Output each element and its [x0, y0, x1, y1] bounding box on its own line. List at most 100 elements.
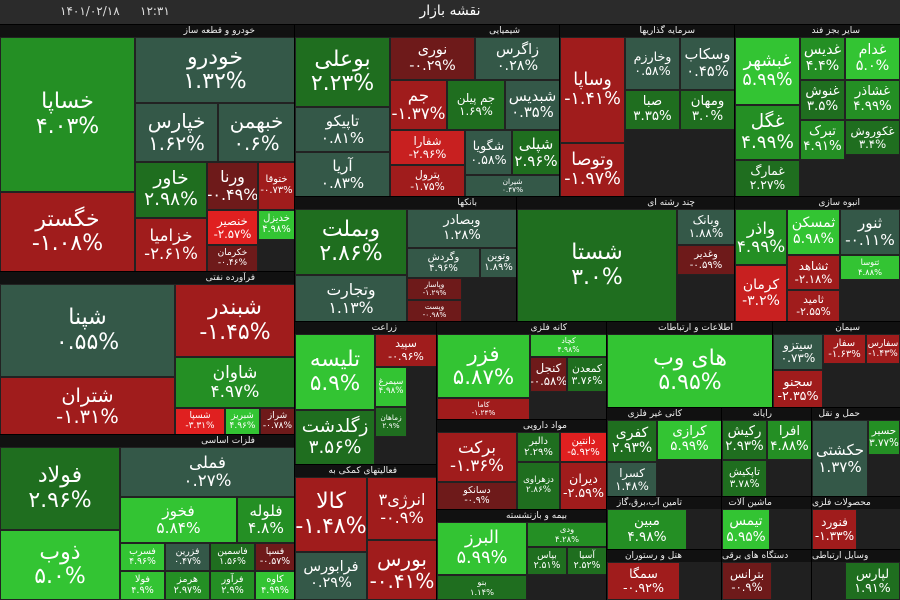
stock-tile[interactable]: واذر ۴.۹۹%: [735, 209, 787, 265]
stock-tile[interactable]: بورس -۰.۴۱%: [367, 540, 437, 600]
stock-tile[interactable]: خکرمان -۰.۴۶%: [207, 245, 258, 272]
stock-tile[interactable]: وخارزم ۰.۵۸%: [625, 37, 680, 90]
stock-tile[interactable]: غبشهر ۵.۹۹%: [735, 37, 800, 105]
stock-tile[interactable]: خزامیا -۲.۶۱%: [135, 218, 207, 272]
stock-tile[interactable]: غمارگ ۲.۲۷%: [735, 160, 800, 197]
stock-tile[interactable]: نوری -۰.۲۹%: [390, 37, 475, 80]
stock-tile[interactable]: سیتزو ۰.۷۳%: [773, 334, 823, 370]
stock-tile[interactable]: خنصیر -۲.۵۷%: [207, 210, 258, 245]
stock-tile[interactable]: سمگا -۰.۹۲%: [607, 562, 680, 600]
stock-tile[interactable]: بترانس -۰.۹%: [722, 562, 772, 600]
stock-tile[interactable]: شپلی ۲.۹۶%: [512, 130, 560, 175]
stock-tile[interactable]: صبا ۳.۳۵%: [625, 90, 680, 130]
stock-tile[interactable]: وپاسار -۱.۲۹%: [407, 278, 462, 300]
stock-tile[interactable]: وغدیر -۰.۵۹%: [677, 245, 735, 275]
stock-tile[interactable]: های وب ۵.۹۵%: [607, 334, 773, 408]
stock-tile[interactable]: خودرو ۱.۳۲%: [135, 37, 295, 103]
stock-tile[interactable]: غگل ۴.۹۹%: [735, 105, 800, 160]
stock-tile[interactable]: ثشاهد -۲.۱۸%: [787, 255, 840, 290]
stock-tile[interactable]: کنجل -۰.۵۸%: [530, 357, 567, 392]
stock-tile[interactable]: وتوصا -۱.۹۷%: [560, 143, 625, 197]
stock-tile[interactable]: آسیا ۲.۵۲%: [567, 547, 607, 575]
stock-tile[interactable]: شپنا ۰.۵۵%: [0, 284, 175, 377]
stock-tile[interactable]: پترول -۱.۷۵%: [390, 165, 465, 197]
stock-tile[interactable]: وپست -۰.۹۸%: [407, 300, 462, 322]
stock-tile[interactable]: شاوان ۴.۹۷%: [175, 357, 295, 408]
stock-tile[interactable]: شتران -۱.۳۱%: [0, 377, 175, 435]
stock-tile[interactable]: زاگرس ۰.۲۸%: [475, 37, 560, 80]
stock-tile[interactable]: رکیش ۲.۹۳%: [722, 420, 767, 460]
stock-tile[interactable]: دانتین -۵.۹۲%: [560, 432, 607, 462]
stock-tile[interactable]: وتجارت ۱.۱۳%: [295, 275, 407, 322]
stock-tile[interactable]: بنو ۱.۱۴%: [437, 575, 527, 600]
stock-tile[interactable]: وبانک ۱.۸۸%: [677, 209, 735, 245]
stock-tile[interactable]: شیران ۰.۴۷%: [465, 175, 560, 197]
stock-tile[interactable]: تیمس ۵.۹۵%: [722, 509, 770, 550]
stock-tile[interactable]: دالبر ۲.۲۹%: [517, 432, 560, 462]
stock-tile[interactable]: فلوله ۴.۸%: [237, 497, 295, 543]
stock-tile[interactable]: کچاد ۴.۹۸%: [530, 334, 607, 357]
stock-tile[interactable]: کاما -۱.۲۴%: [437, 398, 530, 420]
stock-tile[interactable]: شبندر -۱.۴۵%: [175, 284, 295, 357]
stock-tile[interactable]: کمعدن ۳.۷۶%: [567, 357, 607, 392]
stock-tile[interactable]: فسرب ۴.۹۶%: [120, 543, 165, 571]
stock-tile[interactable]: ختوقا -۰.۷۳%: [258, 162, 295, 210]
stock-tile[interactable]: کرازی ۵.۹۹%: [657, 420, 722, 460]
stock-tile[interactable]: ومهان ۳.۰%: [680, 90, 735, 130]
stock-tile[interactable]: زماهان ۲.۹%: [375, 407, 407, 437]
stock-tile[interactable]: دیران -۲.۵۹%: [560, 462, 607, 510]
stock-tile[interactable]: ورنا -۰.۴۹%: [207, 162, 258, 210]
stock-tile[interactable]: فزر ۵.۸۷%: [437, 334, 530, 398]
stock-tile[interactable]: غشاذر ۴.۹۹%: [845, 80, 900, 120]
stock-tile[interactable]: تاپکیش ۳.۷۸%: [722, 460, 767, 497]
stock-tile[interactable]: سیمرغ ۴.۹۸%: [375, 367, 407, 407]
stock-tile[interactable]: فولا ۴.۹%: [120, 571, 165, 600]
stock-tile[interactable]: وگردش ۴.۹۶%: [407, 248, 480, 278]
stock-tile[interactable]: سفار -۱.۶۳%: [823, 334, 866, 364]
stock-tile[interactable]: حسیر ۳.۷۷%: [868, 420, 900, 455]
stock-tile[interactable]: البرز ۵.۹۹%: [437, 522, 527, 575]
stock-tile[interactable]: حکشتی ۱.۳۷%: [812, 420, 868, 497]
stock-tile[interactable]: لپارس ۱.۹۱%: [845, 562, 900, 600]
stock-tile[interactable]: جم -۱.۳۷%: [390, 80, 447, 130]
stock-tile[interactable]: فسپا -۰.۵۷%: [255, 543, 295, 571]
stock-tile[interactable]: فولاد ۲.۹۶%: [0, 447, 120, 530]
stock-tile[interactable]: کاوه ۴.۹۹%: [255, 571, 295, 600]
stock-tile[interactable]: کسرا ۱.۴۸%: [607, 462, 657, 497]
stock-tile[interactable]: ثمسکن ۵.۹۸%: [787, 209, 840, 255]
stock-tile[interactable]: دسانکو -۰.۹%: [437, 482, 517, 510]
stock-tile[interactable]: هرمز ۲.۹۷%: [165, 571, 210, 600]
stock-tile[interactable]: کفری ۲.۹۳%: [607, 420, 657, 462]
stock-tile[interactable]: شگویا ۰.۵۸%: [465, 130, 512, 175]
stock-tile[interactable]: برکت -۱.۳۶%: [437, 432, 517, 482]
stock-tile[interactable]: فنورد -۱.۳۳%: [812, 509, 857, 550]
stock-tile[interactable]: شبدیس ۰.۳۵%: [505, 80, 560, 130]
stock-tile[interactable]: غکوروش ۳.۴%: [845, 120, 900, 155]
stock-tile[interactable]: دزهراوی ۲.۸۶%: [517, 462, 560, 510]
stock-tile[interactable]: تلیسه ۵.۹%: [295, 334, 375, 410]
stock-tile[interactable]: ثنور -۰.۱۱%: [840, 209, 900, 255]
stock-tile[interactable]: بوعلی ۲.۲۳%: [295, 37, 390, 107]
stock-tile[interactable]: غدیس ۴.۴%: [800, 37, 845, 80]
stock-tile[interactable]: خساپا ۴.۰۳%: [0, 37, 135, 192]
stock-tile[interactable]: آریا ۰.۸۳%: [295, 152, 390, 197]
stock-tile[interactable]: ثتوسا ۴.۸۸%: [840, 255, 900, 280]
stock-tile[interactable]: ثامید -۲.۵۵%: [787, 290, 840, 322]
stock-tile[interactable]: وسکاب ۰.۴۵%: [680, 37, 735, 90]
stock-tile[interactable]: جم پیلن ۱.۶۹%: [447, 80, 505, 130]
stock-tile[interactable]: تاپیکو ۰.۸۱%: [295, 107, 390, 152]
stock-tile[interactable]: وبصادر ۱.۲۸%: [407, 209, 517, 248]
stock-tile[interactable]: فرابورس ۰.۲۹%: [295, 552, 367, 600]
stock-tile[interactable]: انرژی۳ -۰.۹%: [367, 477, 437, 540]
stock-tile[interactable]: شستا ۳.۰%: [517, 209, 677, 322]
stock-tile[interactable]: ودی ۴.۲۸%: [527, 522, 607, 547]
stock-tile[interactable]: خپارس ۱.۶۲%: [135, 103, 218, 162]
stock-tile[interactable]: شفارا -۲.۹۶%: [390, 130, 465, 165]
stock-tile[interactable]: شبریز ۴.۹۶%: [225, 408, 260, 435]
stock-tile[interactable]: فملی ۰.۲۷%: [120, 447, 295, 497]
stock-tile[interactable]: وساپا -۱.۴۱%: [560, 37, 625, 143]
stock-tile[interactable]: مبین ۴.۹۸%: [607, 509, 687, 550]
stock-tile[interactable]: سپید -۰.۹۶%: [375, 334, 437, 367]
stock-tile[interactable]: فاسمین ۱.۵۶%: [210, 543, 255, 571]
stock-tile[interactable]: فخوز ۵.۸۴%: [120, 497, 237, 543]
